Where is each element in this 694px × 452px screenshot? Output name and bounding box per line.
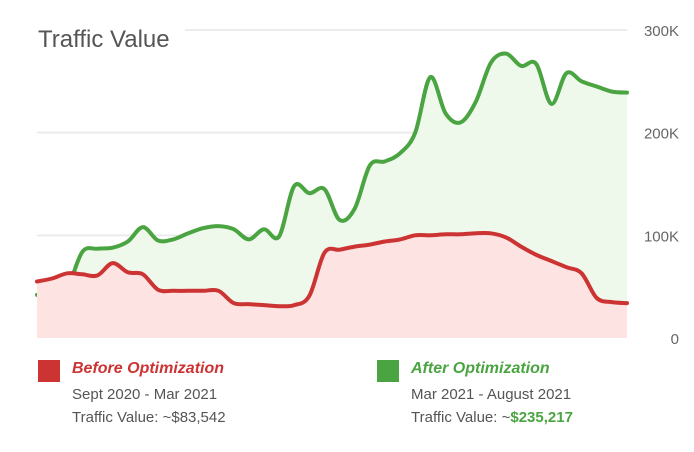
y-tick-label: 0 — [671, 331, 679, 348]
legend-dates-after: Mar 2021 - August 2021 — [411, 386, 572, 403]
y-tick-label: 100K — [644, 228, 679, 245]
legend-swatch-after — [377, 360, 399, 382]
legend-swatch-before — [38, 360, 60, 382]
legend-value-amount-after: $235,217 — [510, 409, 573, 426]
legend-value-after: Traffic Value: ~$235,217 — [411, 409, 573, 426]
legend-value-prefix-after: Traffic Value: ~ — [411, 409, 511, 426]
chart-title: Traffic Value — [38, 26, 170, 53]
y-tick-label: 200K — [644, 126, 679, 143]
title-panel — [35, 22, 185, 62]
area-before-optimization — [37, 232, 627, 338]
legend-name-after: After Optimization — [411, 360, 550, 377]
y-tick-label: 300K — [644, 23, 679, 40]
line-before-optimization — [35, 230, 629, 309]
line-after-optimization — [35, 51, 629, 298]
legend-name-before: Before Optimization — [72, 360, 225, 377]
legend-dates-before: Sept 2020 - Mar 2021 — [72, 386, 218, 403]
legend-value-before: Traffic Value: ~$83,542 — [72, 409, 226, 426]
